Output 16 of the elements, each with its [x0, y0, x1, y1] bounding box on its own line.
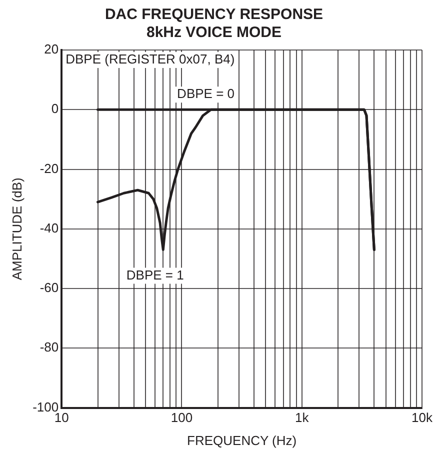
series-label: DBPE = 0	[177, 86, 234, 102]
y-tick-label: 0	[51, 101, 59, 116]
y-tick-label: -60	[40, 280, 59, 296]
x-tick-label: 10k	[412, 410, 433, 426]
x-axis-title: FREQUENCY (Hz)	[187, 432, 297, 448]
text: DBPE = 1	[126, 267, 184, 282]
y-tick-label: -40	[40, 220, 59, 236]
y-tick-label: -80	[40, 340, 59, 355]
x-tick-label: 100	[170, 410, 193, 426]
text: DAC FREQUENCY RESPONSE	[104, 6, 324, 24]
y-tick-label: -20	[40, 160, 59, 176]
x-tick-label: 1k	[295, 410, 310, 426]
annotation: DBPE (REGISTER 0x07, B4)	[66, 52, 235, 67]
y-axis-title: AMPLITUDE (dB)	[9, 178, 24, 280]
text: 8kHz VOICE MODE	[146, 24, 282, 42]
y-tick-label: 20	[44, 42, 59, 57]
